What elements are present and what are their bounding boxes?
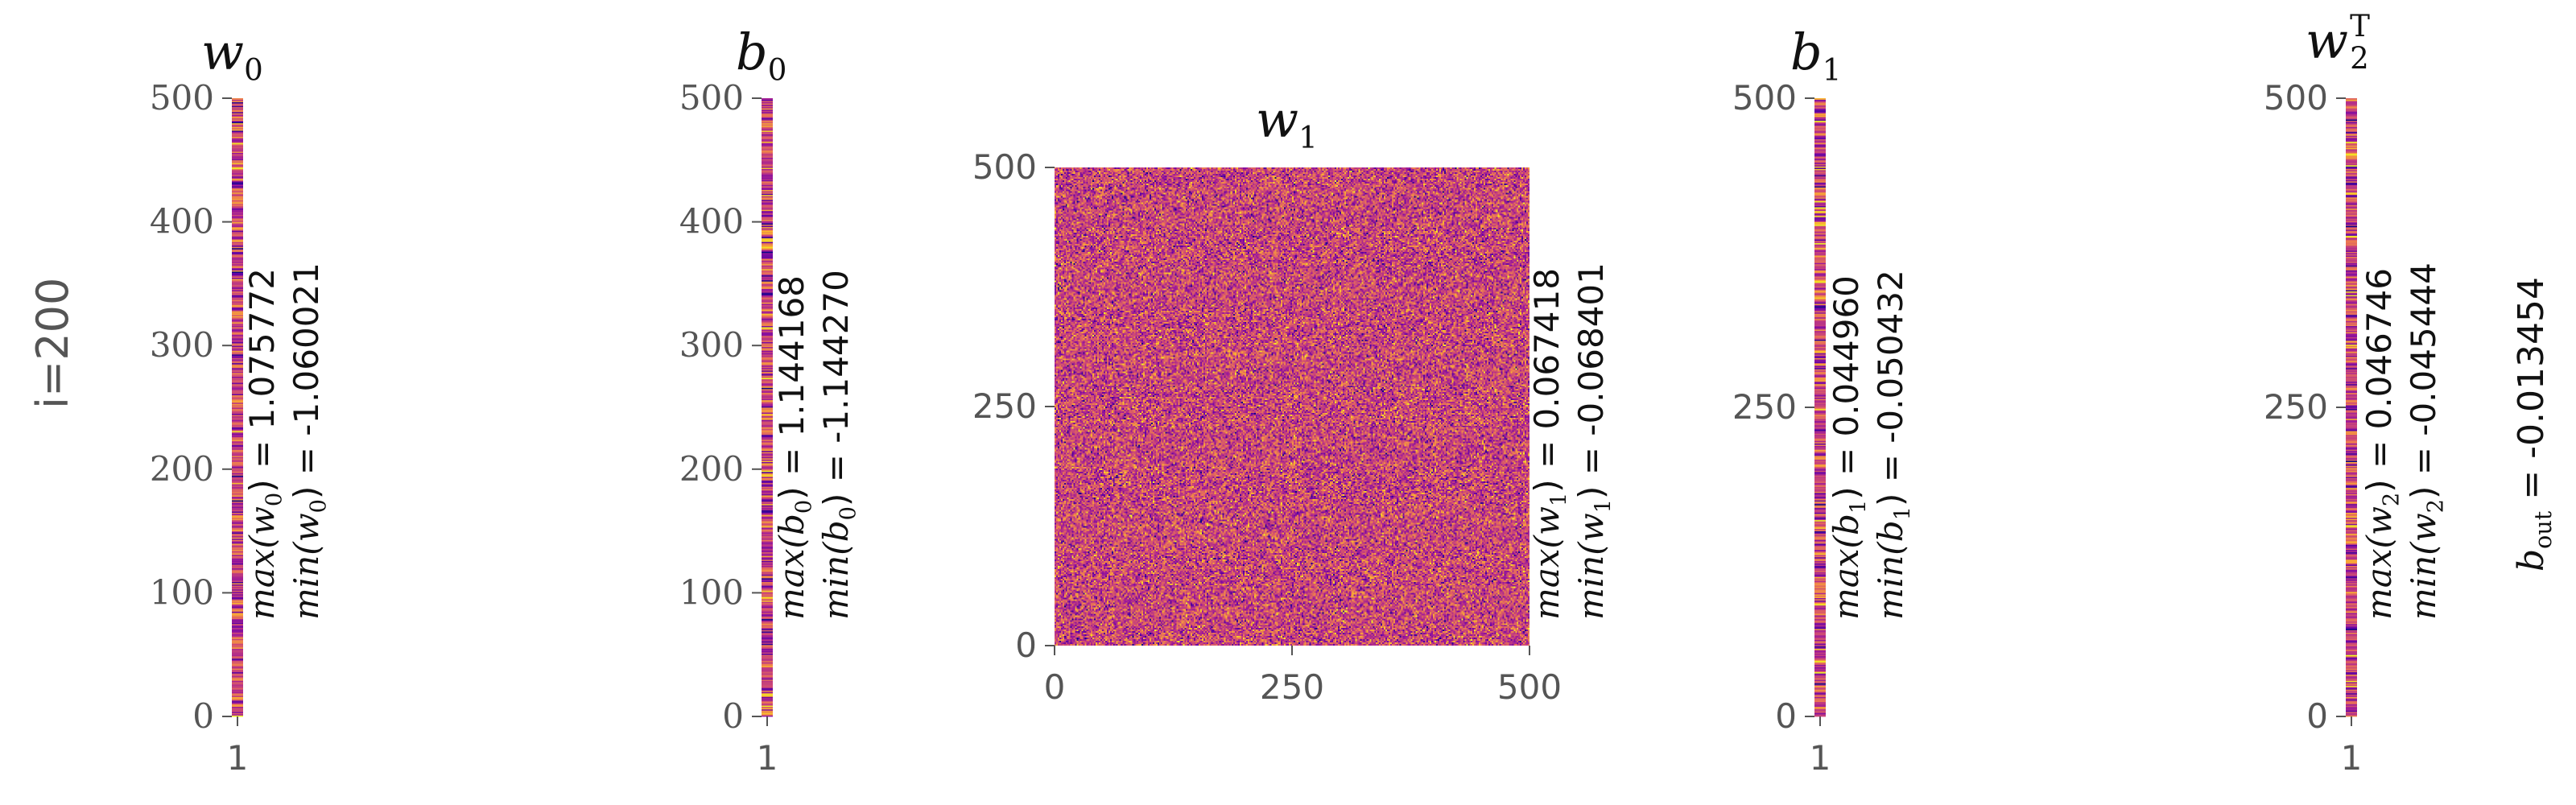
ytick-label-b0: 100 <box>679 572 744 612</box>
ytick-label-b0: 400 <box>679 202 744 242</box>
xtick-label-w1: 0 <box>1044 667 1066 707</box>
xtick-label-b1: 1 <box>1810 738 1831 778</box>
ytick-label-w0: 0 <box>192 696 214 736</box>
b-out-sub: out <box>2529 511 2557 549</box>
ytick-label-w0: 100 <box>150 572 214 612</box>
b-out-label: b <box>2511 549 2552 572</box>
title-w2T-sub: 2 <box>2350 40 2369 76</box>
ytick-label-b0: 500 <box>679 78 744 118</box>
heatmap-w0: 01002003004005001 <box>150 78 249 778</box>
ytick-label-b1: 0 <box>1775 696 1797 736</box>
title-w1-base: w <box>1256 90 1298 149</box>
xtick-label-w1: 500 <box>1497 667 1562 707</box>
ytick-label-b0: 0 <box>722 696 744 736</box>
title-w2T-sup: T <box>2350 8 2370 43</box>
ytick-label-b0: 300 <box>679 325 744 365</box>
xtick-label-w2T: 1 <box>2341 738 2363 778</box>
stats-w0-max: max(w0) = 1.075772 <box>243 262 287 620</box>
ytick-label-w1: 250 <box>972 386 1037 426</box>
stats-w2T-min: min(w2) = -0.045444 <box>2405 262 2449 620</box>
b-out-annotation: bout = -0.013454 <box>2512 277 2557 572</box>
stats-b0-max: max(b0) = 1.144168 <box>773 270 817 620</box>
stats-w2T-max: max(w2) = 0.046746 <box>2360 262 2405 620</box>
cell-w2T <box>2346 98 2357 100</box>
title-w2T-base: w <box>2306 11 2348 70</box>
cell-w0 <box>232 98 243 100</box>
ytick-label-w0: 400 <box>150 202 214 242</box>
heatmap-b1: 0 250 500 1 <box>1732 78 1831 778</box>
title-w0-sub: 0 <box>244 52 263 87</box>
title-w1: w1 <box>1256 90 1318 155</box>
stats-b1-min: min(b1) = -0.050432 <box>1872 270 1916 620</box>
stats-b0: max(b0) = 1.144168 min(b0) = -1.144270 <box>773 270 861 620</box>
title-b0-base: b <box>736 23 768 81</box>
stats-w0: max(w0) = 1.075772 min(w0) = -1.060021 <box>243 262 332 620</box>
heatmap-b0: 0 100 200 300 400 500 1 <box>679 78 778 778</box>
title-b0-sub: 0 <box>768 52 787 87</box>
cell-b1 <box>1814 98 1826 100</box>
stats-w1: max(w1) = 0.067418 min(w1) = -0.068401 <box>1528 262 1616 620</box>
ytick-label-b0: 200 <box>679 449 744 489</box>
xtick-label-w1: 250 <box>1260 667 1324 707</box>
title-w2T: wT2 <box>2306 11 2376 70</box>
title-b1-base: b <box>1790 23 1823 81</box>
stats-b0-min: min(b0) = -1.144270 <box>817 270 861 620</box>
ytick-label-w2T: 0 <box>2306 696 2328 736</box>
xtick-label-w0: 1 <box>227 738 249 778</box>
xtick-label-b0: 1 <box>757 738 778 778</box>
stats-w2T: max(w2) = 0.046746 min(w2) = -0.045444 <box>2360 262 2449 620</box>
ytick-label-w0: 200 <box>150 449 214 489</box>
ytick-label-w2T: 250 <box>2264 387 2328 427</box>
heatmap-w2T: 0 250 500 1 <box>2264 78 2363 778</box>
ytick-label-w1: 500 <box>972 147 1037 187</box>
ytick-label-b1: 500 <box>1732 78 1797 118</box>
title-b0: b0 <box>736 23 786 87</box>
ytick-label-w2T: 500 <box>2264 78 2328 118</box>
cell-b0 <box>762 98 773 100</box>
heatmap-w1: 0 250 500 0 250 500 <box>972 147 1562 707</box>
title-b1: b1 <box>1790 23 1841 87</box>
stats-w0-min: min(w0) = -1.060021 <box>287 262 332 620</box>
ytick-label-b1: 250 <box>1732 387 1797 427</box>
title-w1-sub: 1 <box>1298 119 1318 155</box>
title-w0: w0 <box>201 23 263 87</box>
stats-w1-min: min(w1) = -0.068401 <box>1572 262 1616 620</box>
matrix-w1 <box>1055 167 1530 646</box>
ytick-label-w0: 300 <box>150 325 214 365</box>
stats-b1-max: max(b1) = 0.044960 <box>1827 270 1872 620</box>
stats-b1: max(b1) = 0.044960 min(b1) = -0.050432 <box>1827 270 1916 620</box>
title-w0-base: w <box>201 23 244 81</box>
b-out-value: = -0.013454 <box>2511 277 2552 511</box>
ytick-label-w1: 0 <box>1015 625 1037 665</box>
title-b1-sub: 1 <box>1823 52 1842 87</box>
stats-w1-max: max(w1) = 0.067418 <box>1528 262 1572 620</box>
